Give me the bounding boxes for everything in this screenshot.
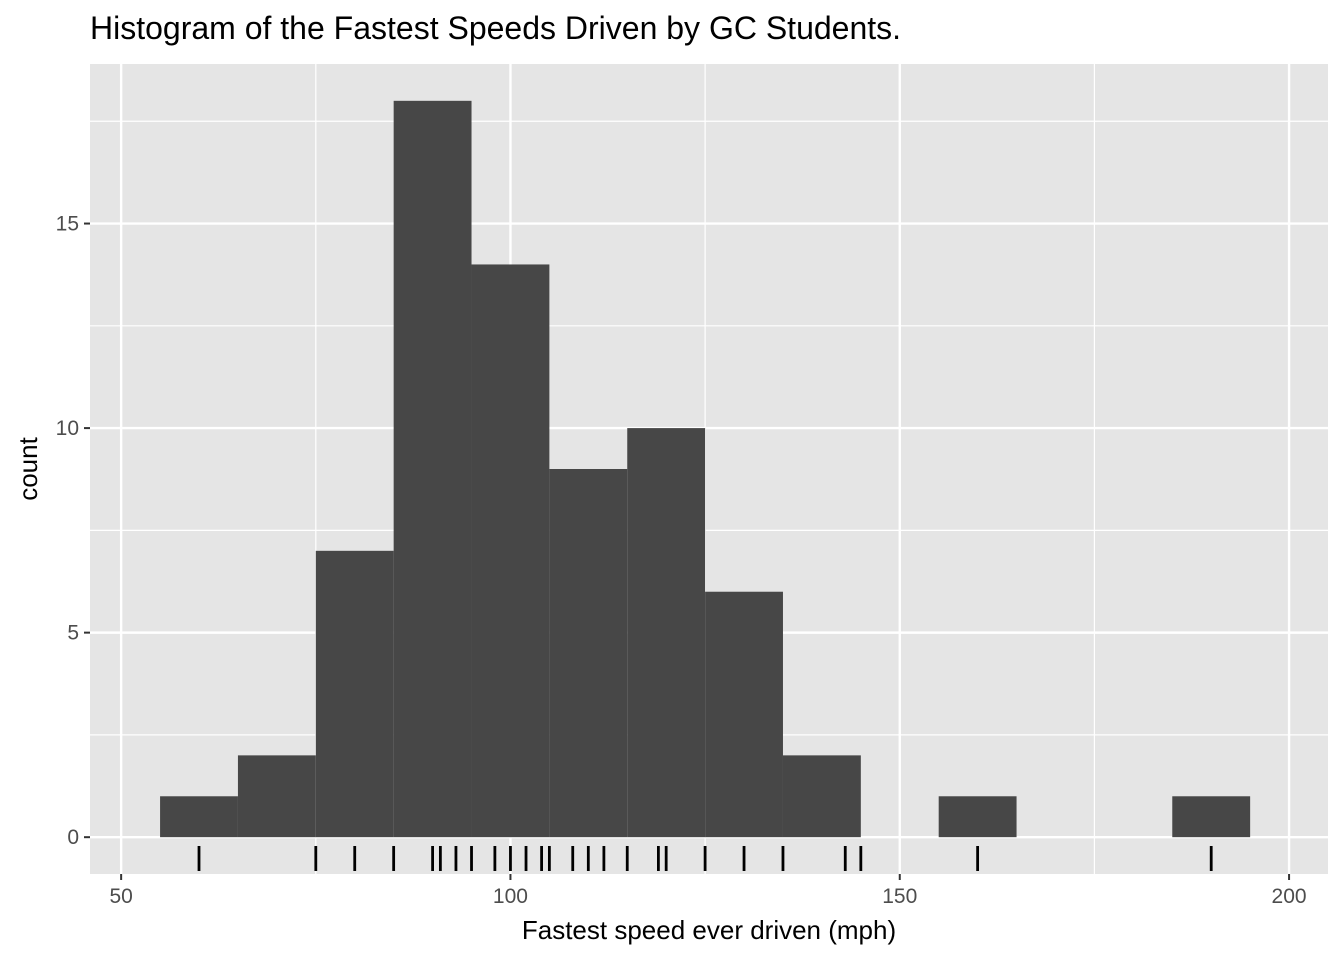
- x-tick-label: 50: [109, 885, 132, 908]
- y-tick-label: 0: [67, 826, 79, 849]
- major-gridlines: [90, 64, 1328, 874]
- histogram-bar: [705, 591, 783, 838]
- histogram-bar: [315, 550, 394, 838]
- histogram-bar: [938, 796, 1017, 838]
- x-axis: 50 100 150 200: [109, 874, 1307, 908]
- histogram-bar: [627, 428, 706, 838]
- chart-title: Histogram of the Fastest Speeds Driven b…: [90, 10, 901, 46]
- histogram-bar: [471, 264, 550, 838]
- x-tick-label: 200: [1272, 885, 1307, 908]
- histogram-bar: [782, 755, 861, 838]
- rug-marks: [197, 846, 1213, 871]
- x-tick-label: 150: [882, 885, 917, 908]
- histogram-bar: [237, 755, 316, 838]
- histogram-bars: [160, 100, 1251, 838]
- histogram-bar: [160, 796, 238, 838]
- histogram-bar: [393, 100, 472, 838]
- y-tick-label: 15: [56, 213, 79, 236]
- x-axis-title: Fastest speed ever driven (mph): [522, 915, 896, 945]
- histogram-bar: [549, 469, 628, 838]
- histogram-bar: [1172, 796, 1251, 838]
- y-axis-title: count: [13, 436, 43, 500]
- y-axis: 0 5 10 15: [56, 213, 90, 849]
- y-tick-label: 5: [67, 622, 79, 645]
- x-tick-label: 100: [493, 885, 528, 908]
- y-tick-label: 10: [56, 417, 79, 440]
